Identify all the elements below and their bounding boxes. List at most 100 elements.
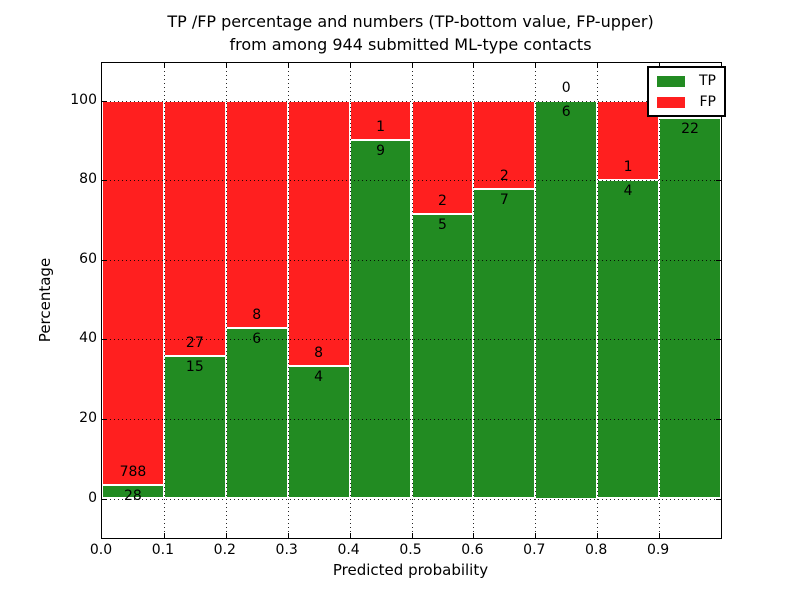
x-gridline: [163, 63, 165, 538]
x-axis-label: Predicted probability: [332, 561, 489, 579]
x-tickmark-bottom: [349, 533, 351, 538]
bar-tp-count: 6: [252, 330, 262, 347]
y-tickmark-left: [102, 180, 107, 182]
x-tickmark-bottom: [225, 533, 227, 538]
x-tick-label: 0.8: [585, 542, 608, 558]
bar-segment-fp: [411, 100, 474, 215]
bar-tp-count: 28: [124, 487, 142, 504]
bar-segment-tp: [659, 117, 721, 499]
x-tickmark-top: [349, 63, 351, 68]
x-gridline: [535, 63, 537, 538]
bar-segment-fp: [225, 100, 288, 328]
y-tickmark-left: [102, 498, 107, 500]
bar-segment-fp: [473, 100, 536, 189]
x-tickmark-bottom: [411, 533, 413, 538]
x-tick-label: 0.7: [523, 542, 546, 558]
x-tickmark-top: [535, 63, 537, 68]
y-tick-label: 100: [70, 91, 97, 108]
x-tickmark-top: [597, 63, 599, 68]
legend-swatch-fp-icon: [657, 96, 685, 108]
y-tickmark-left: [102, 100, 107, 102]
bar-segment-tp: [535, 100, 598, 499]
x-tick-label: 0.2: [213, 542, 236, 558]
bar-fp-count: 8: [252, 306, 262, 323]
x-tick-label: 0.5: [399, 542, 422, 558]
x-tick-label: 0.6: [461, 542, 484, 558]
x-tickmark-bottom: [659, 533, 661, 538]
x-tickmark-top: [659, 63, 661, 68]
bar-tp-count: 7: [499, 191, 509, 208]
y-tick-label: 20: [79, 409, 97, 426]
y-tickmark-right: [716, 180, 721, 182]
y-tickmark-right: [716, 339, 721, 341]
bar-fp-count: 27: [185, 335, 204, 352]
bar-segment-tp: [411, 214, 474, 499]
bar-fp-count: 0: [561, 79, 571, 96]
bar-tp-count: 6: [561, 103, 571, 120]
y-tick-label: 40: [79, 330, 97, 347]
bar-fp-count: 1: [623, 159, 633, 176]
chart-title-line1: TP /FP percentage and numbers (TP-bottom…: [167, 12, 654, 31]
x-tickmark-bottom: [287, 533, 289, 538]
plot-area: TP FP 788 28 27 15 8 6 8 4 1 9 2 5 2 7 0 6 1 4 22: [101, 62, 726, 539]
legend-label-tp: TP: [699, 73, 716, 89]
x-tick-label: 0.4: [337, 542, 360, 558]
y-tickmark-left: [102, 418, 107, 420]
bar-segment-fp: [349, 100, 412, 141]
chart-title-line2: from among 944 submitted ML-type contact…: [229, 35, 592, 54]
x-gridline: [473, 63, 475, 538]
bar-fp-count: 8: [314, 344, 324, 361]
x-gridline: [349, 63, 351, 538]
legend-label-fp: FP: [699, 94, 717, 110]
bar-segment-tp: [225, 327, 288, 499]
bar-tp-count: 4: [623, 183, 633, 200]
bar-tp-count: 4: [314, 368, 324, 385]
x-tick-label: 0.3: [275, 542, 298, 558]
x-gridline: [225, 63, 227, 538]
x-tickmark-top: [473, 63, 475, 68]
y-tickmark-right: [716, 259, 721, 261]
legend-row: TP: [657, 74, 716, 88]
x-tickmark-top: [163, 63, 165, 68]
bar-tp-count: 22: [681, 120, 699, 137]
x-gridline: [411, 63, 413, 538]
y-tickmark-left: [102, 259, 107, 261]
bar-segment-fp: [102, 100, 164, 485]
x-tickmark-bottom: [597, 533, 599, 538]
x-gridline: [659, 63, 661, 538]
x-gridline: [597, 63, 599, 538]
bar-segment-tp: [102, 484, 164, 499]
x-tickmark-bottom: [473, 533, 475, 538]
bar-segment-tp: [287, 365, 350, 499]
bar-fp-count: 788: [119, 463, 147, 480]
bar-tp-count: 9: [376, 143, 386, 160]
y-tick-label: 0: [88, 489, 97, 506]
bar-fp-count: 1: [376, 119, 386, 136]
x-tickmark-bottom: [535, 533, 537, 538]
bar-fp-count: 2: [437, 193, 447, 210]
x-tickmark-top: [225, 63, 227, 68]
x-tick-label: 0.9: [646, 542, 670, 558]
bar-segment-fp: [287, 100, 350, 366]
y-tick-label: 80: [79, 171, 97, 188]
x-gridline: [287, 63, 289, 538]
bar-segment-tp: [473, 188, 536, 499]
y-tickmark-left: [102, 339, 107, 341]
y-tick-label: 60: [79, 250, 97, 267]
x-tickmark-top: [287, 63, 289, 68]
y-tickmark-right: [716, 498, 721, 500]
x-tick-label: 0.1: [151, 542, 175, 558]
bar-segment-tp: [349, 140, 412, 499]
chart-title: TP /FP percentage and numbers (TP-bottom…: [101, 10, 720, 56]
x-tickmark-top: [411, 63, 413, 68]
y-tickmark-right: [716, 418, 721, 420]
bar-tp-count: 5: [437, 217, 447, 234]
legend-row: FP: [657, 95, 716, 109]
bar-segment-fp: [163, 100, 226, 357]
legend: TP FP: [647, 66, 726, 117]
bar-fp-count: 2: [499, 167, 509, 184]
legend-swatch-tp-icon: [657, 75, 685, 87]
bar-tp-count: 15: [185, 359, 204, 376]
x-tick-label: 0.0: [89, 542, 113, 558]
